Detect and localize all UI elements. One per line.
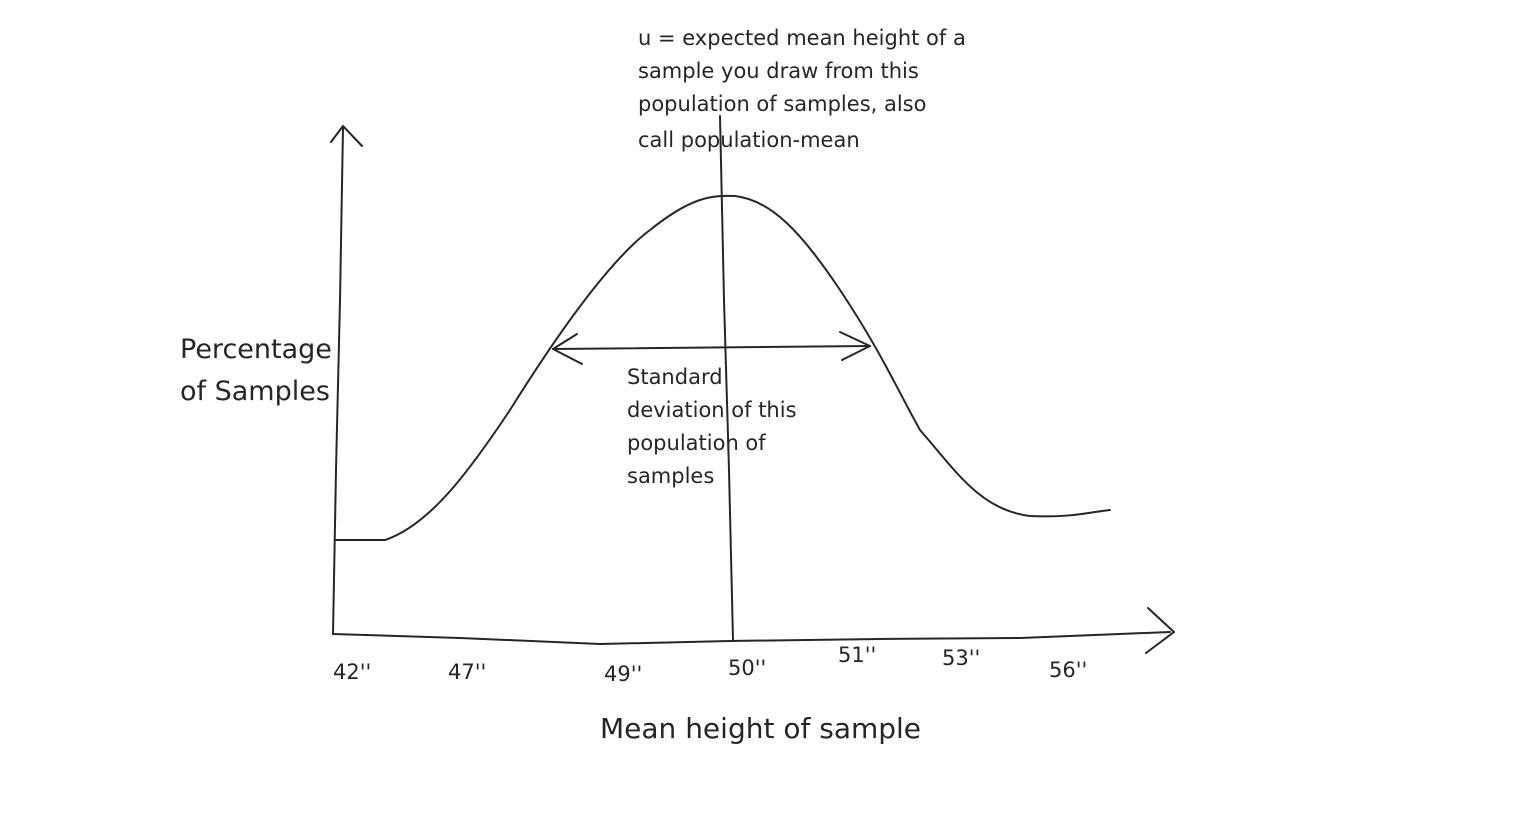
sd-double-arrow-line	[552, 345, 871, 350]
mean-annotation-line: u = expected mean height of a	[638, 26, 966, 50]
sd-annotation-line: deviation of this	[627, 398, 797, 422]
x-tick-label: 50''	[728, 656, 767, 680]
y-axis-label: Percentage of Samples	[180, 329, 332, 413]
sd-arrowhead-left	[552, 333, 583, 365]
y-axis-label-line: Percentage	[180, 334, 332, 365]
mean-annotation-line: population of samples, also	[638, 92, 927, 116]
y-axis-arrowhead	[330, 125, 363, 147]
x-tick-label: 51''	[838, 643, 877, 667]
sd-annotation-line: Standard	[627, 365, 723, 389]
mean-annotation: u = expected mean height of a sample you…	[638, 22, 966, 157]
y-axis-line	[332, 127, 344, 635]
sd-annotation: Standard deviation of this population of…	[627, 361, 797, 493]
x-tick-label: 42''	[333, 660, 372, 684]
y-axis-label-line: of Samples	[180, 376, 330, 407]
sd-arrowhead-right	[839, 331, 871, 361]
x-tick-label: 47''	[448, 660, 487, 684]
mean-line	[719, 115, 734, 641]
sd-annotation-line: population of	[627, 431, 766, 455]
x-axis-label: Mean height of sample	[600, 712, 922, 745]
x-tick-label: 53''	[942, 646, 981, 670]
sd-annotation-line: samples	[627, 464, 715, 488]
mean-annotation-line: call population-mean	[638, 128, 860, 152]
bell-curve	[334, 194, 1111, 541]
x-tick-label: 56''	[1049, 658, 1088, 682]
x-tick-label: 49''	[604, 662, 643, 686]
mean-annotation-line: sample you draw from this	[638, 59, 919, 83]
x-axis-arrowhead	[1145, 607, 1175, 654]
x-axis-line	[332, 631, 1171, 645]
